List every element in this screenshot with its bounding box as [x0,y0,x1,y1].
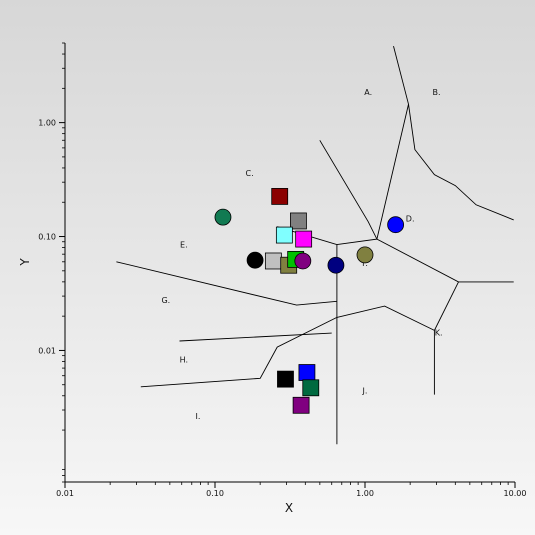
data-point-square [298,364,316,381]
region-label: H. [180,356,188,365]
data-point-square [271,188,289,205]
data-point-circle [327,256,345,274]
data-point-circle [294,252,312,270]
region-label: E. [180,241,188,250]
region-label: D. [406,215,415,224]
boundary-line-2 [408,104,514,221]
data-point-square [290,212,307,230]
x-axis-title: X [285,501,293,515]
region-boundaries [116,45,514,445]
region-label: G. [161,296,170,305]
boundary-line-9 [179,332,332,342]
data-point-square [292,396,310,414]
boundary-line-8 [336,305,435,331]
data-points [214,188,405,414]
y-tick-label: 0.01 [38,346,56,355]
x-tick-label: 0.01 [56,489,74,498]
region-label: I. [196,412,201,421]
data-point-square [275,226,293,244]
data-point-square [264,252,282,270]
boundary-line-7 [116,261,337,306]
region-label: C. [245,169,253,178]
data-point-circle [246,251,264,269]
region-label: B. [433,88,441,97]
region-labels: A. B. C. D. E. F. G. H. I. J. K. [161,88,442,421]
y-tick-label: 1.00 [38,119,56,128]
region-label: F. [362,259,368,268]
region-label: A. [364,88,372,97]
x-tick-label: 1.00 [356,489,374,498]
y-tick-label: 0.10 [38,233,56,242]
axes [64,43,515,483]
data-point-circle [387,216,405,234]
y-axis-title: Y [18,258,32,267]
axis-ticks: 0.01 0.10 1.00 10.00 0.01 0.10 1.00 [38,42,527,498]
data-point-circle [356,246,374,264]
data-point-square [302,379,320,397]
x-tick-label: 10.00 [504,489,527,498]
data-point-square [295,230,313,248]
region-label: J. [362,386,368,395]
boundary-line-3 [319,140,378,246]
region-label: K. [435,329,443,338]
x-tick-label: 0.10 [206,489,224,498]
data-point-circle [214,208,232,226]
boundary-line-10 [140,316,338,388]
data-point-square [277,370,294,388]
